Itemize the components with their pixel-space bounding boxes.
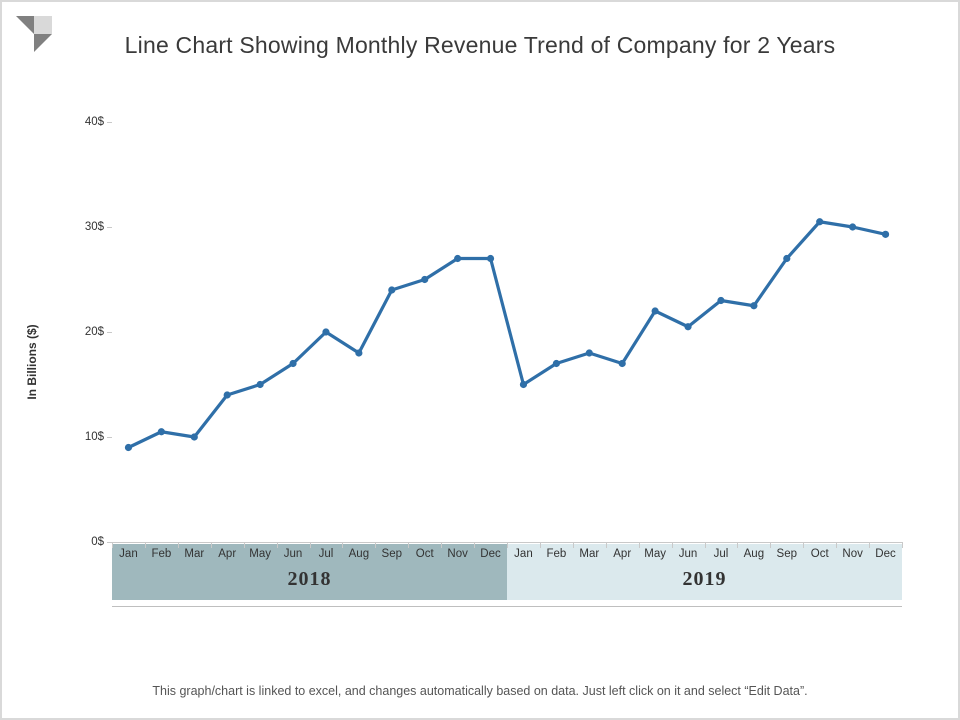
- slide: Line Chart Showing Monthly Revenue Trend…: [0, 0, 960, 720]
- data-point: [652, 307, 659, 314]
- y-axis-label: In Billions ($): [25, 324, 39, 399]
- data-point: [224, 391, 231, 398]
- footer-rule: [112, 606, 902, 607]
- data-point: [520, 381, 527, 388]
- data-point: [191, 433, 198, 440]
- data-point: [684, 323, 691, 330]
- data-point: [619, 360, 626, 367]
- data-point: [158, 428, 165, 435]
- data-point: [816, 218, 823, 225]
- footer-note: This graph/chart is linked to excel, and…: [2, 684, 958, 698]
- data-point: [355, 349, 362, 356]
- data-point: [750, 302, 757, 309]
- data-point: [125, 444, 132, 451]
- data-point: [586, 349, 593, 356]
- data-point: [487, 255, 494, 262]
- data-point: [388, 286, 395, 293]
- data-point: [454, 255, 461, 262]
- chart[interactable]: In Billions ($) 0$10$20$30$40$JanFebMarA…: [62, 102, 922, 622]
- data-point: [849, 223, 856, 230]
- data-point: [783, 255, 790, 262]
- year-label: 2019: [645, 568, 765, 591]
- data-point: [289, 360, 296, 367]
- data-point: [553, 360, 560, 367]
- data-point: [421, 276, 428, 283]
- data-point: [717, 297, 724, 304]
- slide-title: Line Chart Showing Monthly Revenue Trend…: [2, 32, 958, 59]
- data-point: [257, 381, 264, 388]
- year-label: 2018: [250, 568, 370, 591]
- data-point: [882, 231, 889, 238]
- line-series: [62, 102, 922, 562]
- data-point: [322, 328, 329, 335]
